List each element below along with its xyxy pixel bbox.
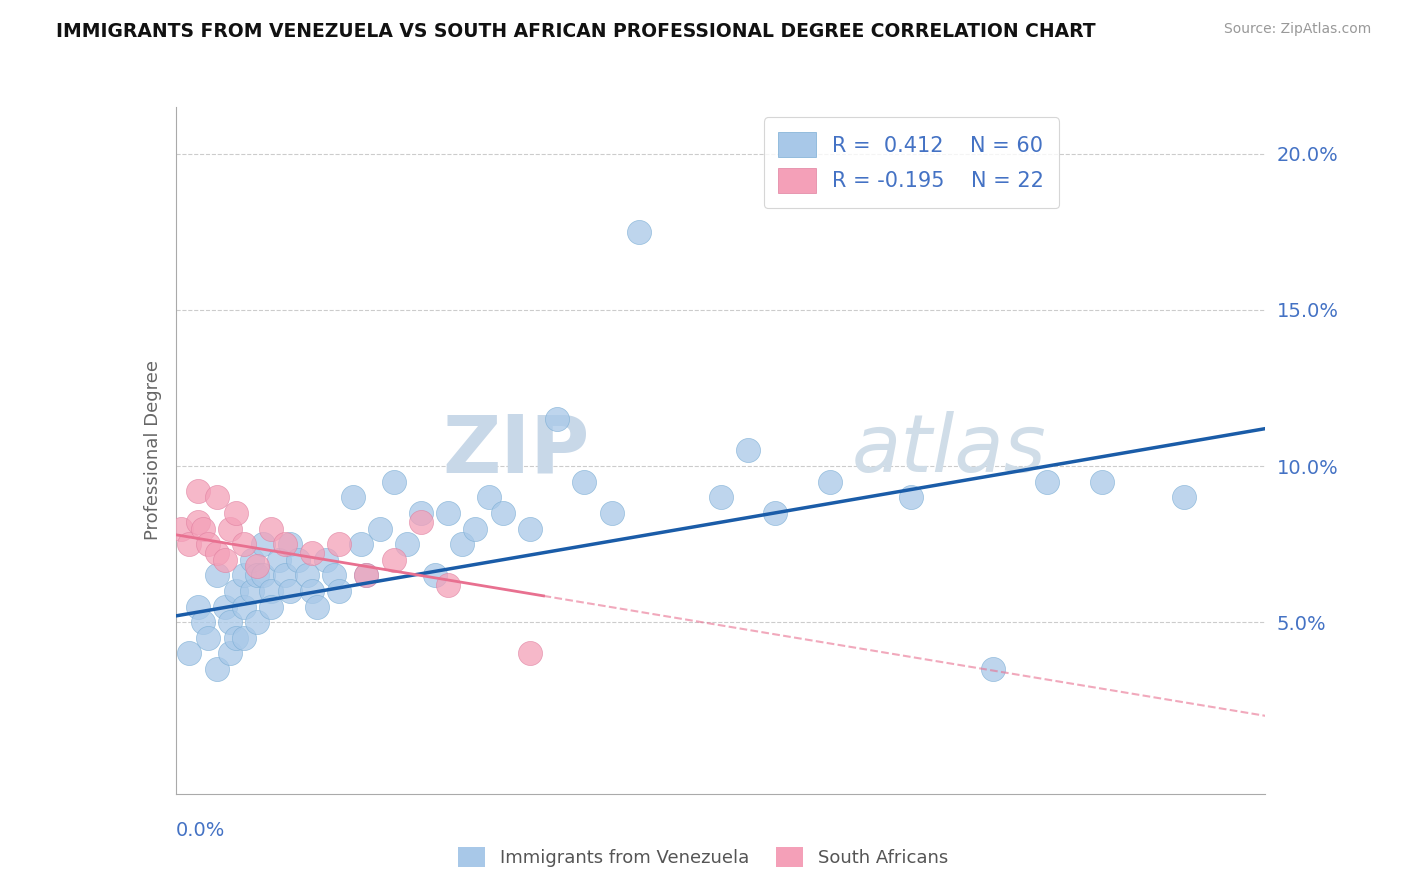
Point xyxy=(205,568,228,582)
Point xyxy=(219,521,242,535)
Point xyxy=(437,578,460,592)
Point xyxy=(382,475,405,489)
Point xyxy=(382,552,405,567)
Point xyxy=(225,583,247,598)
Y-axis label: Professional Degree: Professional Degree xyxy=(143,360,162,541)
Point xyxy=(232,537,254,551)
Point xyxy=(1173,490,1195,504)
Point xyxy=(214,552,236,567)
Point xyxy=(350,537,373,551)
Point xyxy=(205,662,228,676)
Point xyxy=(818,475,841,489)
Point xyxy=(356,568,378,582)
Point xyxy=(232,568,254,582)
Point xyxy=(197,537,219,551)
Point xyxy=(269,552,291,567)
Point xyxy=(574,475,596,489)
Point xyxy=(737,443,759,458)
Point xyxy=(205,490,228,504)
Point xyxy=(295,568,318,582)
Point xyxy=(274,537,297,551)
Point xyxy=(170,521,193,535)
Legend: Immigrants from Venezuela, South Africans: Immigrants from Venezuela, South African… xyxy=(451,839,955,874)
Point xyxy=(519,521,541,535)
Point xyxy=(900,490,922,504)
Point xyxy=(409,506,432,520)
Point xyxy=(179,646,201,660)
Point xyxy=(225,506,247,520)
Point xyxy=(240,552,263,567)
Point xyxy=(191,615,214,630)
Text: IMMIGRANTS FROM VENEZUELA VS SOUTH AFRICAN PROFESSIONAL DEGREE CORRELATION CHART: IMMIGRANTS FROM VENEZUELA VS SOUTH AFRIC… xyxy=(56,22,1095,41)
Point xyxy=(232,599,254,614)
Point xyxy=(342,490,364,504)
Point xyxy=(600,506,623,520)
Point xyxy=(409,515,432,529)
Point xyxy=(252,568,274,582)
Point xyxy=(464,521,486,535)
Point xyxy=(232,631,254,645)
Point xyxy=(240,583,263,598)
Text: 0.0%: 0.0% xyxy=(176,822,225,840)
Point xyxy=(260,599,283,614)
Point xyxy=(197,631,219,645)
Text: ZIP: ZIP xyxy=(443,411,591,490)
Point xyxy=(186,599,209,614)
Point xyxy=(246,615,269,630)
Point xyxy=(278,537,301,551)
Point xyxy=(214,599,236,614)
Point xyxy=(274,568,297,582)
Point xyxy=(315,552,337,567)
Legend: R =  0.412    N = 60, R = -0.195    N = 22: R = 0.412 N = 60, R = -0.195 N = 22 xyxy=(763,118,1059,208)
Point xyxy=(191,521,214,535)
Point xyxy=(260,583,283,598)
Point xyxy=(219,646,242,660)
Point xyxy=(322,568,344,582)
Point xyxy=(179,537,201,551)
Point xyxy=(186,515,209,529)
Point xyxy=(246,558,269,573)
Point xyxy=(423,568,446,582)
Point xyxy=(246,568,269,582)
Point xyxy=(260,521,283,535)
Point xyxy=(981,662,1004,676)
Point xyxy=(252,537,274,551)
Point xyxy=(1036,475,1059,489)
Text: atlas: atlas xyxy=(852,411,1046,490)
Point xyxy=(710,490,733,504)
Point xyxy=(328,583,350,598)
Point xyxy=(287,552,309,567)
Point xyxy=(1091,475,1114,489)
Point xyxy=(763,506,786,520)
Text: Source: ZipAtlas.com: Source: ZipAtlas.com xyxy=(1223,22,1371,37)
Point xyxy=(301,583,323,598)
Point xyxy=(450,537,472,551)
Point xyxy=(627,225,650,239)
Point xyxy=(478,490,501,504)
Point xyxy=(219,615,242,630)
Point xyxy=(205,546,228,561)
Point xyxy=(368,521,391,535)
Point xyxy=(307,599,329,614)
Point xyxy=(225,631,247,645)
Point xyxy=(396,537,419,551)
Point xyxy=(437,506,460,520)
Point xyxy=(546,412,568,426)
Point xyxy=(278,583,301,598)
Point xyxy=(519,646,541,660)
Point xyxy=(301,546,323,561)
Point xyxy=(186,483,209,498)
Point xyxy=(328,537,350,551)
Point xyxy=(492,506,515,520)
Point xyxy=(356,568,378,582)
